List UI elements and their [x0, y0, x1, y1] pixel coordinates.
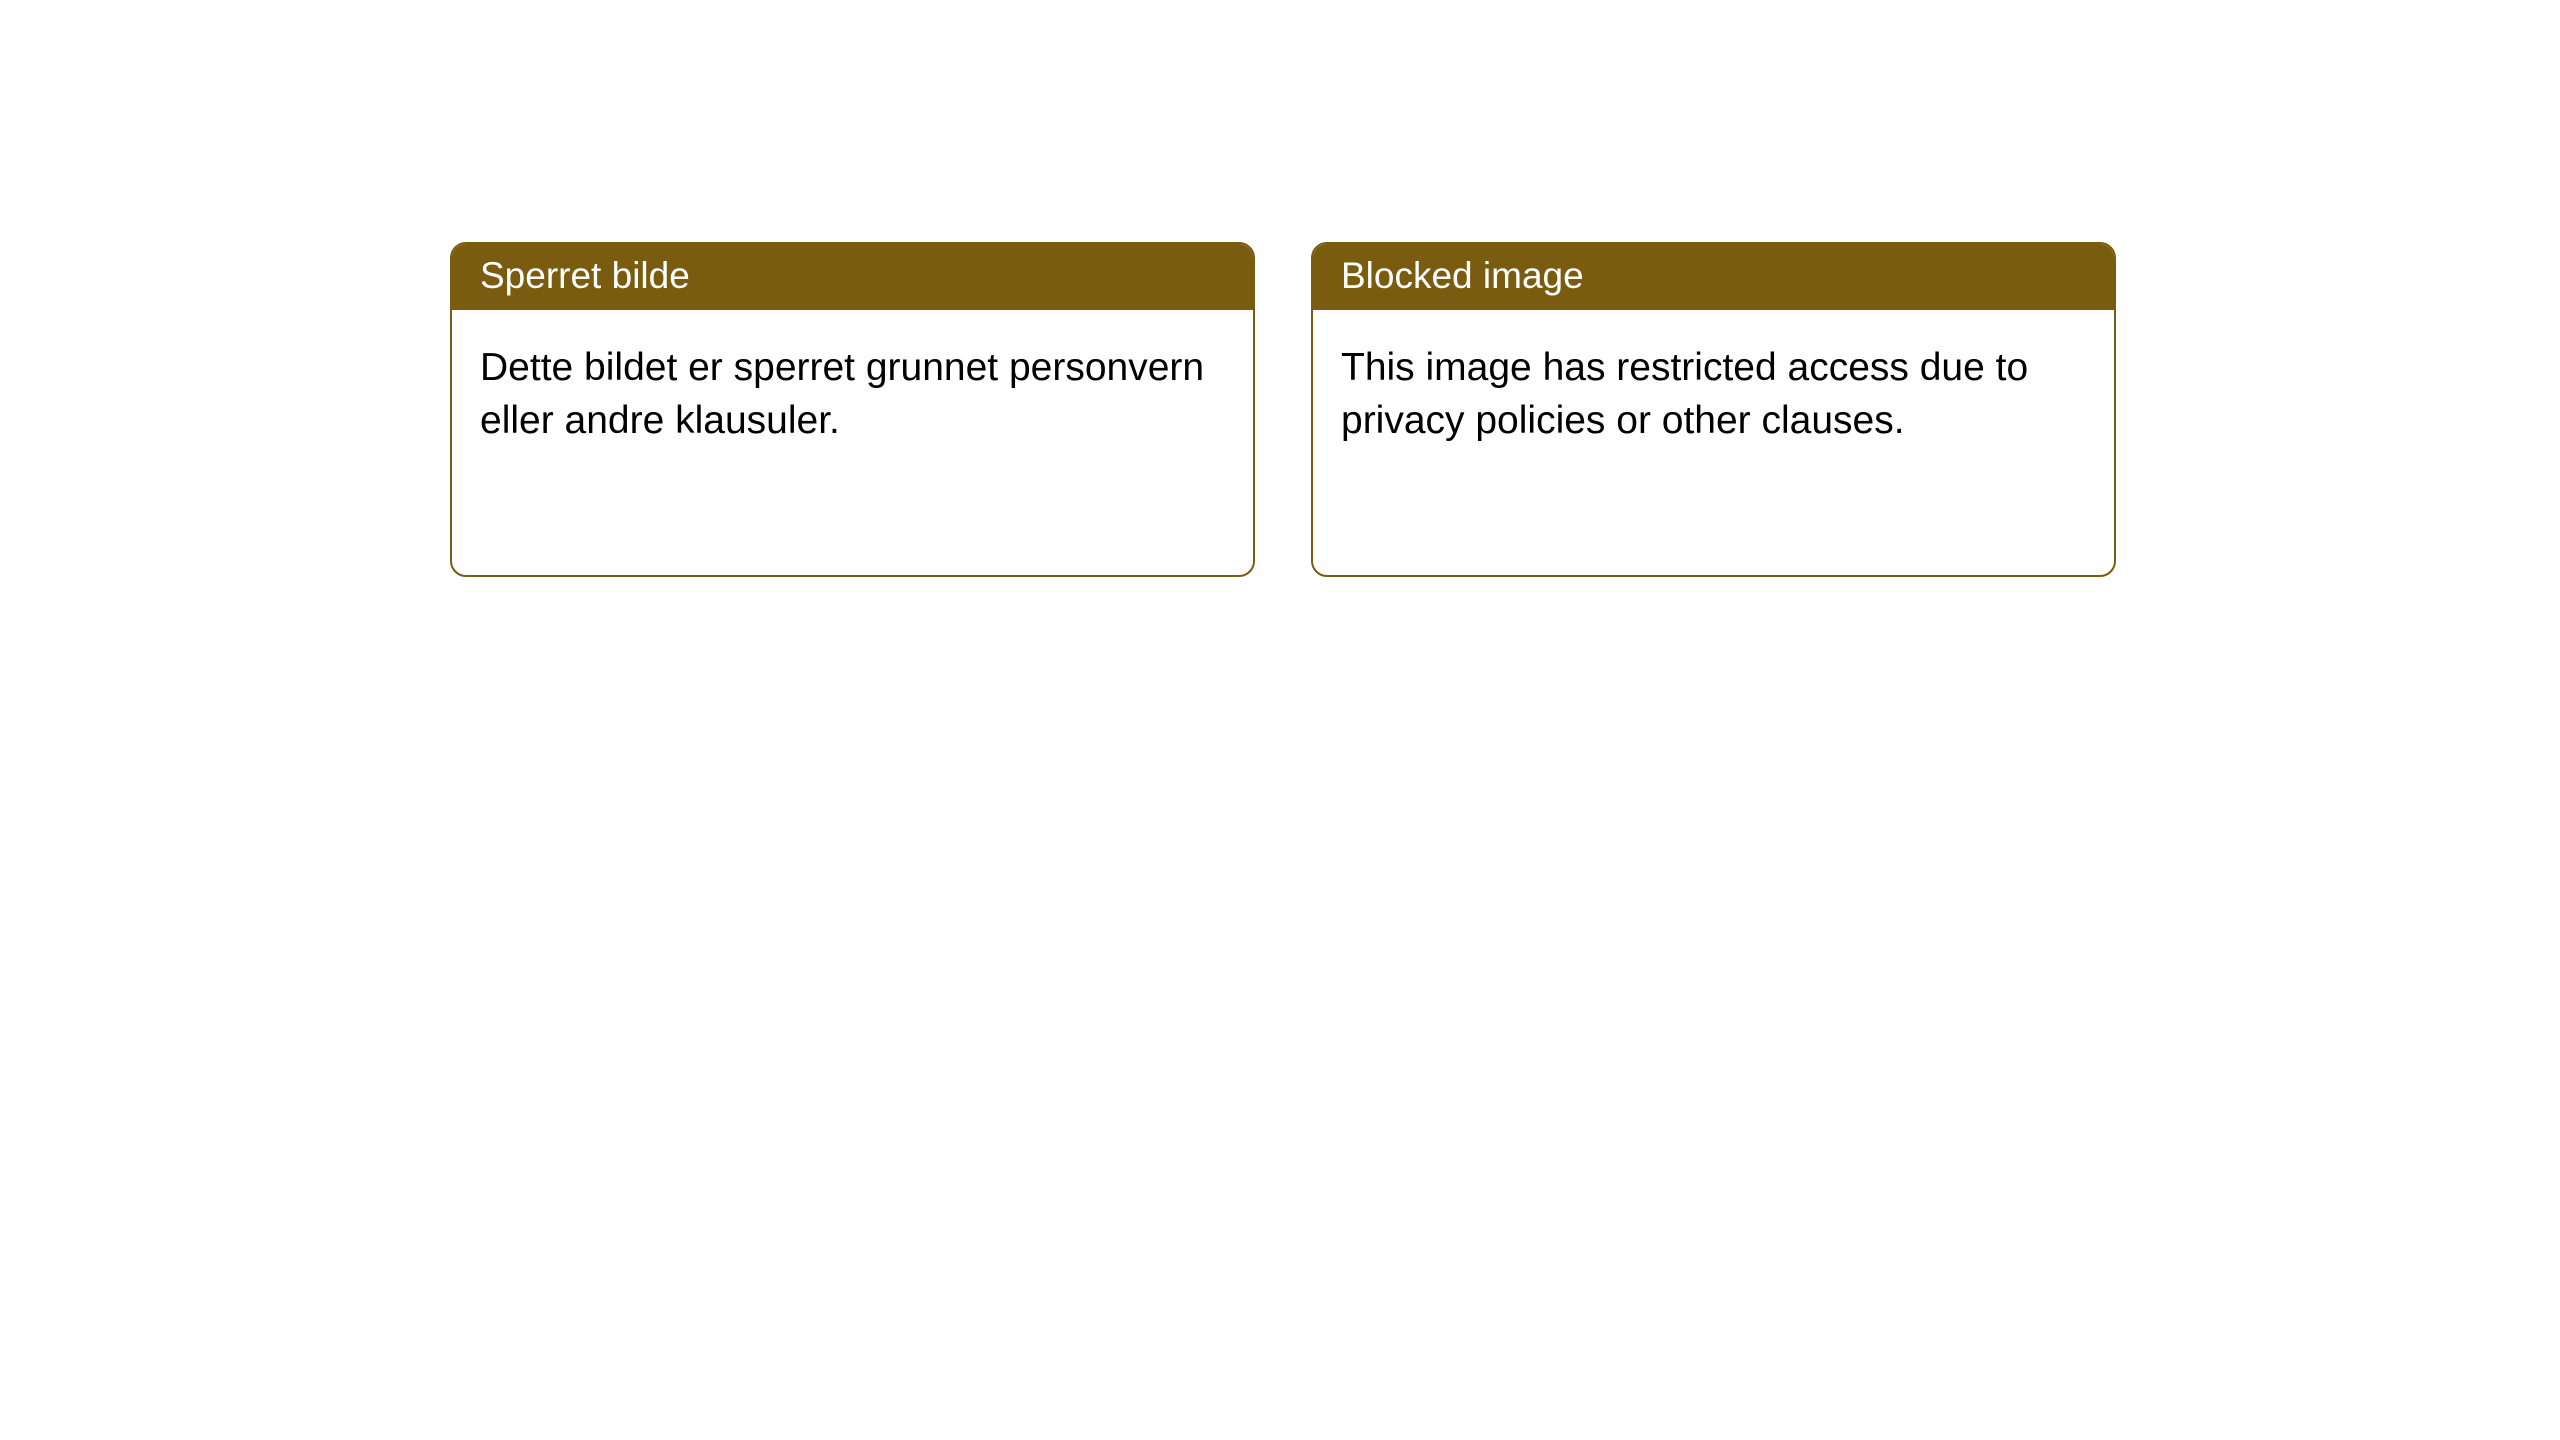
notice-container: Sperret bilde Dette bildet er sperret gr…: [450, 242, 2116, 577]
notice-header-english: Blocked image: [1313, 244, 2114, 310]
notice-card-english: Blocked image This image has restricted …: [1311, 242, 2116, 577]
notice-body-norwegian: Dette bildet er sperret grunnet personve…: [452, 310, 1253, 479]
notice-header-norwegian: Sperret bilde: [452, 244, 1253, 310]
notice-card-norwegian: Sperret bilde Dette bildet er sperret gr…: [450, 242, 1255, 577]
notice-body-english: This image has restricted access due to …: [1313, 310, 2114, 479]
